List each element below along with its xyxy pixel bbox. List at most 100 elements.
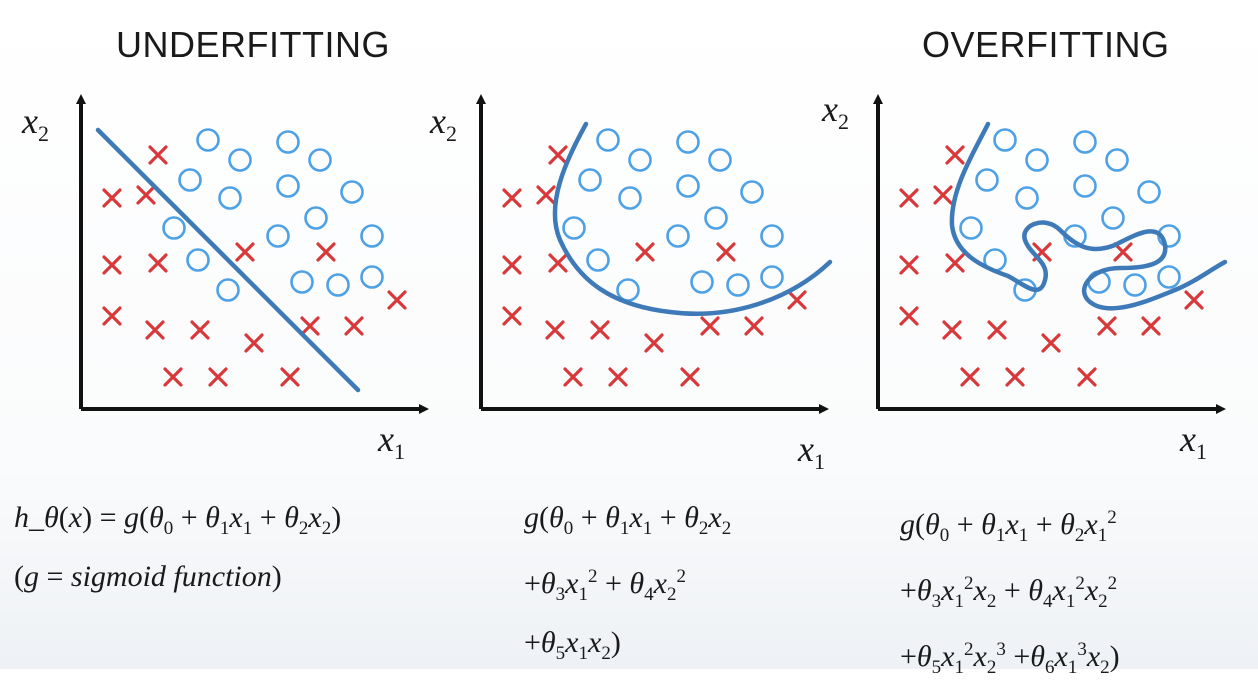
cross-mark — [590, 320, 610, 340]
cross-mark — [644, 333, 664, 353]
circle-mark — [959, 216, 983, 240]
circle-mark — [1015, 186, 1039, 210]
cross-mark — [536, 185, 556, 205]
cross-mark — [502, 188, 522, 208]
cross-mark — [502, 255, 522, 275]
x-axis-label-middle: x1 — [798, 429, 825, 474]
cross-mark — [387, 290, 407, 310]
decision-boundary-quadratic — [552, 121, 833, 316]
cross-mark — [280, 367, 300, 387]
y-axis-label-right: x2 — [822, 89, 849, 134]
y-axis-label-left: x2 — [22, 101, 49, 146]
circle-mark — [196, 128, 220, 152]
classification-diagram — [76, 94, 1228, 414]
formula-line: g(θ0 + θ1x1 + θ2x2 — [524, 501, 732, 539]
formula-line: +θ5x12x23 +θ6x13x2) — [900, 639, 1120, 678]
circle-mark — [162, 216, 186, 240]
circle-mark — [1073, 130, 1097, 154]
formula-line: +θ3x12x2 + θ4x12x22 — [900, 573, 1118, 612]
cross-mark — [102, 188, 122, 208]
cross-mark — [787, 290, 807, 310]
circle-mark — [760, 265, 784, 289]
formula-line: +θ5x1x2) — [524, 626, 621, 664]
circle-mark — [708, 148, 732, 172]
cross-mark — [899, 255, 919, 275]
circle-mark — [1123, 273, 1147, 297]
circle-mark — [676, 174, 700, 198]
formula-high-order: g(θ0 + θ1x1 + θ2x12 +θ3x12x2 + θ4x12x22 … — [900, 494, 1120, 692]
circle-mark — [562, 216, 586, 240]
cross-mark — [148, 253, 168, 273]
circle-mark — [760, 224, 784, 248]
circle-mark — [628, 148, 652, 172]
cross-mark — [502, 306, 522, 326]
circle-mark — [666, 224, 690, 248]
cross-mark — [316, 242, 336, 262]
circle-mark — [740, 180, 764, 204]
cross-mark — [933, 185, 953, 205]
x-axis-label-left: x1 — [378, 419, 405, 464]
circle-mark — [1137, 180, 1161, 204]
cross-mark — [1113, 242, 1133, 262]
circle-mark — [186, 248, 210, 272]
circle-mark — [616, 278, 640, 302]
circle-mark — [586, 248, 610, 272]
circle-mark — [266, 224, 290, 248]
circle-mark — [308, 148, 332, 172]
cross-mark — [344, 316, 364, 336]
cross-mark — [744, 316, 764, 336]
circle-mark — [618, 186, 642, 210]
formula-line: h_θ(x) = g(θ0 + θ1x1 + θ2x2) — [14, 501, 342, 539]
cross-mark — [300, 316, 320, 336]
formula-linear: h_θ(x) = g(θ0 + θ1x1 + θ2x2) (g = sigmoi… — [14, 494, 341, 601]
circle-mark — [676, 130, 700, 154]
x-axis-label-right: x1 — [1180, 419, 1207, 464]
circle-mark — [1073, 174, 1097, 198]
circle-mark — [1157, 265, 1181, 289]
cross-mark — [1141, 316, 1161, 336]
cross-mark — [899, 188, 919, 208]
cross-mark — [136, 185, 156, 205]
cross-mark — [190, 320, 210, 340]
cross-mark — [945, 253, 965, 273]
circle-mark — [726, 273, 750, 297]
cross-mark — [145, 320, 165, 340]
cross-mark — [942, 320, 962, 340]
formula-line: +θ3x12 + θ4x22 — [524, 566, 686, 605]
circle-mark — [228, 148, 252, 172]
cross-mark — [635, 242, 655, 262]
cross-mark — [545, 320, 565, 340]
circle-mark — [326, 273, 350, 297]
circle-mark — [276, 174, 300, 198]
cross-mark — [1005, 367, 1025, 387]
cross-mark — [1097, 316, 1117, 336]
cross-mark — [102, 255, 122, 275]
circle-mark — [218, 186, 242, 210]
cross-mark — [102, 306, 122, 326]
circle-mark — [304, 206, 328, 230]
cross-mark — [716, 242, 736, 262]
circle-mark — [1101, 206, 1125, 230]
cross-mark — [163, 367, 183, 387]
cross-mark — [563, 367, 583, 387]
circle-mark — [276, 130, 300, 154]
cross-mark — [987, 320, 1007, 340]
cross-mark — [700, 316, 720, 336]
circle-mark — [993, 128, 1017, 152]
cross-mark — [244, 333, 264, 353]
underfitting-heading: UNDERFITTING — [116, 24, 390, 65]
cross-mark — [148, 145, 168, 165]
decision-boundary-linear — [95, 127, 361, 393]
cross-mark — [680, 367, 700, 387]
cross-mark — [208, 367, 228, 387]
cross-mark — [1077, 367, 1097, 387]
cross-mark — [1184, 290, 1204, 310]
circle-mark — [360, 265, 384, 289]
formula-quadratic: g(θ0 + θ1x1 + θ2x2 +θ3x12 + θ4x22 +θ5x1x… — [524, 494, 731, 678]
cross-mark — [1041, 333, 1061, 353]
y-axis-label-middle: x2 — [430, 101, 457, 146]
circle-mark — [596, 128, 620, 152]
cross-mark — [960, 367, 980, 387]
circle-mark — [975, 168, 999, 192]
circle-mark — [704, 206, 728, 230]
